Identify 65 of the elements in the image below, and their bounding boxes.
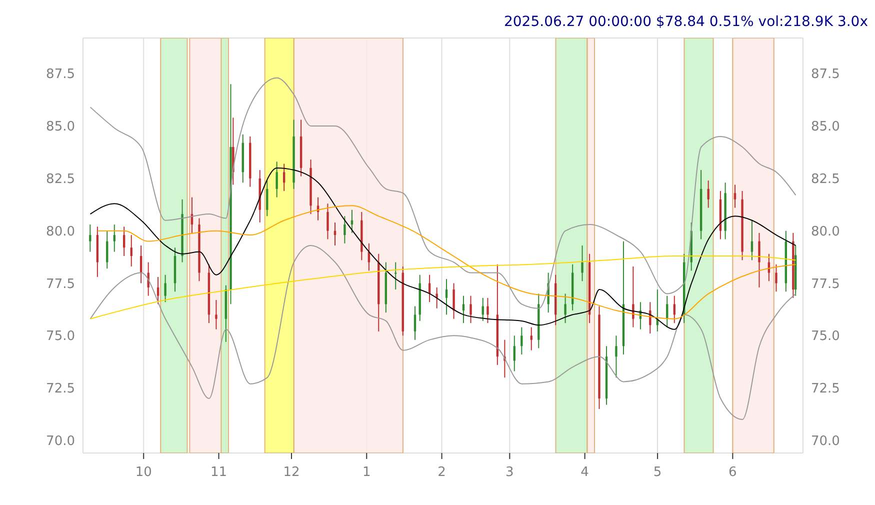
candlestick — [513, 335, 516, 372]
y2-tick-label: 87.5 — [811, 67, 840, 82]
candlestick — [283, 163, 286, 192]
candlestick — [164, 274, 166, 303]
y-tick-label: 85.0 — [46, 120, 75, 135]
y-tick-label: 72.5 — [46, 382, 75, 397]
candlestick — [266, 180, 268, 217]
candlestick — [564, 293, 566, 324]
x-tick-label: 11 — [210, 465, 228, 480]
candlestick — [758, 232, 760, 288]
chart-title: 2025.06.27 00:00:00 $78.84 0.51% vol:218.9K 3.0x — [504, 14, 868, 30]
line-series — [90, 167, 796, 330]
candlestick — [750, 220, 754, 261]
y2-tick-label: 80.0 — [811, 224, 840, 240]
candlestick — [113, 224, 116, 252]
candlestick — [470, 295, 472, 324]
y-tick-label: 70.0 — [46, 434, 75, 450]
x-tick-label: 5 — [653, 465, 662, 480]
y-tick-label: 87.5 — [46, 67, 75, 82]
candlestick — [486, 297, 489, 324]
x-tick-label: 1 — [362, 465, 371, 480]
y-tick-label: 75.0 — [46, 329, 75, 344]
candlestick — [89, 224, 92, 252]
candlestick — [215, 299, 218, 330]
x-tick-label: 10 — [135, 465, 152, 480]
x-tick-label: 3 — [506, 465, 514, 480]
x-tick-label: 2 — [438, 465, 446, 480]
candlestick — [452, 282, 455, 320]
candlestick — [462, 295, 465, 324]
candlestick — [445, 278, 448, 316]
candlestick — [530, 326, 532, 351]
candlestick — [344, 216, 346, 244]
candlestick — [123, 226, 126, 256]
candlestick — [106, 230, 108, 270]
y-tick-label: 82.5 — [46, 172, 75, 188]
candlestick — [734, 184, 736, 208]
x-tick-label: 4 — [580, 465, 589, 480]
candlestick — [581, 245, 584, 282]
candlestick — [147, 262, 150, 296]
y2-tick-label: 75.0 — [811, 329, 840, 344]
candlestick — [414, 306, 416, 340]
candlestick — [156, 276, 160, 305]
x-tick-label: 12 — [283, 465, 300, 480]
y2-tick-label: 72.5 — [811, 382, 840, 397]
candlestick — [615, 335, 618, 378]
candlestick — [140, 245, 142, 284]
candlestick — [130, 234, 132, 267]
y-tick-label: 80.0 — [46, 224, 75, 240]
y-tick-label: 77.5 — [46, 276, 75, 292]
candlestick — [520, 326, 523, 355]
x-tick-label: 6 — [728, 465, 737, 480]
y2-tick-label: 82.5 — [811, 172, 840, 188]
candlestick — [775, 264, 778, 292]
line-series — [90, 245, 796, 420]
y2-tick-label: 77.5 — [811, 276, 840, 292]
candlestick — [436, 286, 438, 309]
candlestick — [326, 203, 329, 240]
candlestick — [276, 161, 278, 198]
y2-tick-label: 85.0 — [811, 120, 840, 135]
candlestick — [707, 180, 710, 208]
candlestick — [673, 295, 676, 324]
line-series — [90, 77, 796, 309]
line-series — [90, 255, 796, 320]
y2-tick-label: 70.0 — [811, 434, 840, 450]
candlestick — [632, 266, 634, 328]
